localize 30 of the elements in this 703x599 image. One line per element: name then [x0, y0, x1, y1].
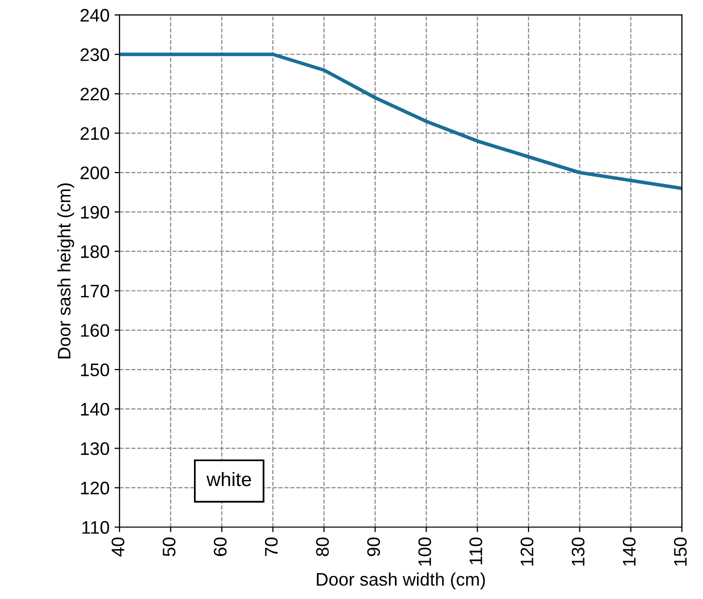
y-tick-label: 110 — [82, 521, 110, 534]
x-tick-label: 90 — [367, 538, 380, 556]
y-tick-label: 200 — [80, 166, 110, 180]
y-tick-label: 120 — [81, 482, 110, 494]
line-series — [120, 52, 682, 190]
x-axis-title: Door sash width (cm) — [316, 572, 485, 590]
x-tick-label: 140 — [622, 538, 636, 566]
x-tick-label: 80 — [316, 538, 329, 556]
y-tick-label: 210 — [80, 127, 110, 140]
y-tick-label: 130 — [81, 442, 110, 456]
x-tick-label: 130 — [572, 538, 584, 566]
x-tick-label: 110 — [469, 538, 482, 564]
x-tick-label: 50 — [162, 538, 176, 556]
y-tick-label: 240 — [80, 8, 110, 22]
y-tick-label: 220 — [80, 88, 110, 100]
y-tick-label: 170 — [81, 284, 110, 298]
annotation: white — [206, 472, 252, 486]
x-tick-label: 120 — [520, 538, 534, 566]
y-tick-label: 150 — [81, 363, 110, 376]
y-axis-title: Door sash height (cm) — [57, 183, 74, 358]
x-tick-label: 100 — [418, 538, 432, 566]
x-tick-label: 40 — [112, 538, 124, 557]
y-tick-label: 140 — [81, 402, 110, 416]
y-tick-label: 160 — [81, 324, 110, 337]
y-tick-label: 190 — [81, 206, 110, 219]
x-tick-label: 70 — [264, 538, 278, 556]
x-tick-label: 150 — [674, 538, 687, 566]
y-tick-label: 180 — [81, 245, 110, 258]
y-tick-label: 230 — [80, 48, 110, 62]
x-tick-label: 60 — [214, 538, 227, 556]
